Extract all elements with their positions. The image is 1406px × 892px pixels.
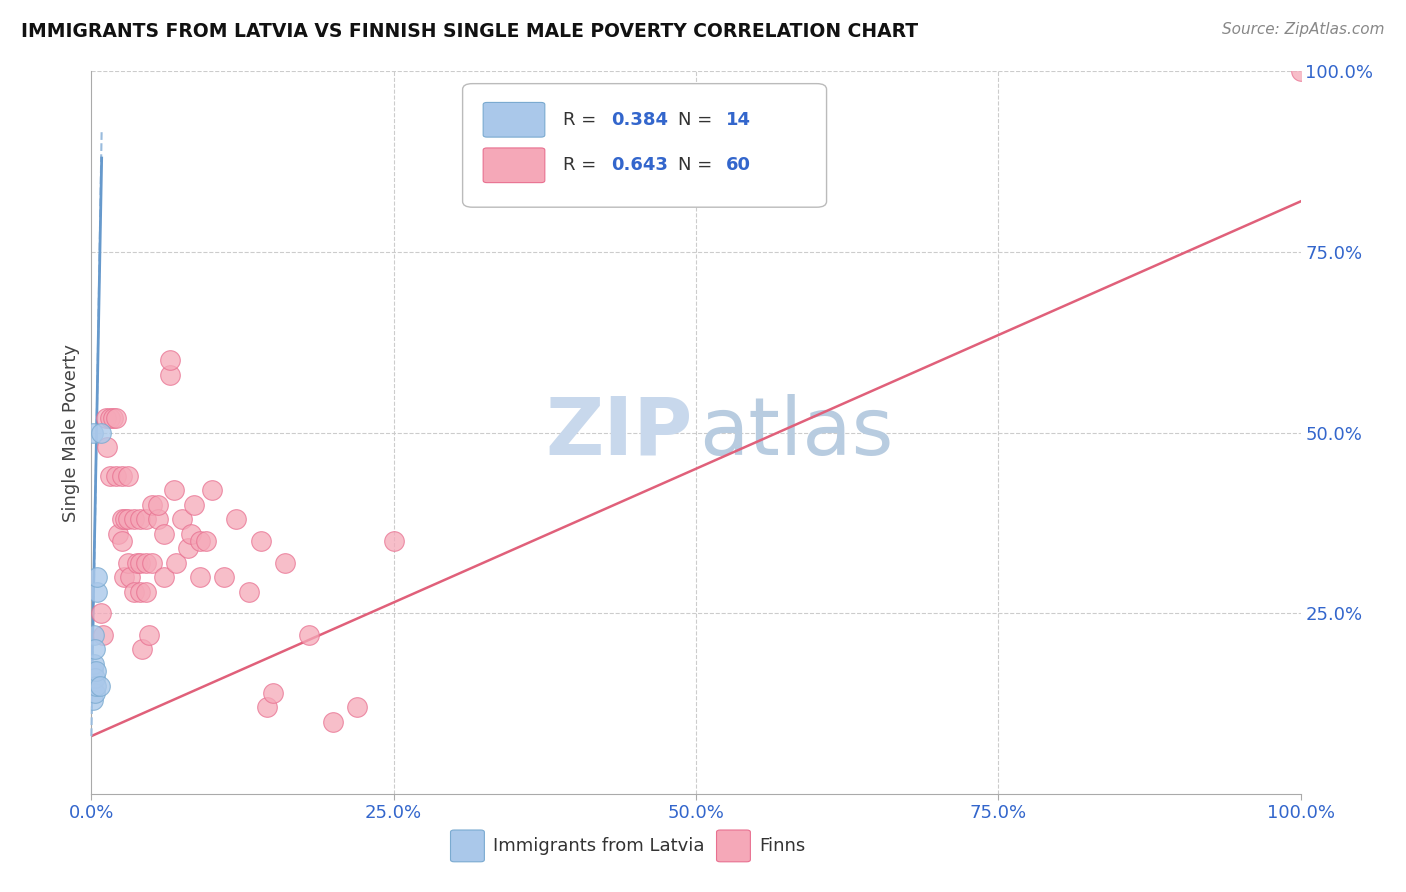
Point xyxy=(135,512,157,526)
FancyBboxPatch shape xyxy=(463,84,827,207)
Point xyxy=(159,353,181,368)
FancyBboxPatch shape xyxy=(717,830,751,862)
Text: IMMIGRANTS FROM LATVIA VS FINNISH SINGLE MALE POVERTY CORRELATION CHART: IMMIGRANTS FROM LATVIA VS FINNISH SINGLE… xyxy=(21,22,918,41)
Point xyxy=(201,483,224,498)
Point xyxy=(262,686,284,700)
Point xyxy=(195,533,218,548)
Point xyxy=(225,512,247,526)
Point xyxy=(112,570,135,584)
Point xyxy=(146,512,169,526)
Point xyxy=(128,556,150,570)
Point xyxy=(214,570,236,584)
Point xyxy=(153,526,176,541)
Point xyxy=(138,628,160,642)
Text: 14: 14 xyxy=(725,111,751,128)
Point xyxy=(188,533,211,548)
Point xyxy=(82,425,104,440)
Point xyxy=(83,657,105,671)
Point xyxy=(111,533,132,548)
Point xyxy=(83,628,105,642)
Point xyxy=(107,526,129,541)
Point xyxy=(128,512,150,526)
Point xyxy=(90,607,112,621)
Point xyxy=(122,512,145,526)
Point xyxy=(94,411,117,425)
Point xyxy=(104,469,127,483)
Point xyxy=(84,671,107,685)
Text: Finns: Finns xyxy=(759,837,806,855)
Point xyxy=(128,584,150,599)
Point xyxy=(127,556,149,570)
Point xyxy=(111,469,132,483)
Point xyxy=(177,541,200,556)
Point xyxy=(117,512,139,526)
Point xyxy=(382,533,405,548)
Point xyxy=(104,411,127,425)
Point xyxy=(96,440,118,454)
Point xyxy=(90,425,112,440)
Point xyxy=(153,570,176,584)
Point xyxy=(298,628,321,642)
Point xyxy=(183,498,205,512)
Text: R =: R = xyxy=(562,156,602,174)
Text: atlas: atlas xyxy=(700,393,894,472)
Point xyxy=(101,411,124,425)
Point xyxy=(172,512,194,526)
Text: 0.384: 0.384 xyxy=(612,111,668,128)
Point xyxy=(274,556,297,570)
Point xyxy=(84,678,107,692)
Point xyxy=(131,642,153,657)
Point xyxy=(238,584,260,599)
Text: Source: ZipAtlas.com: Source: ZipAtlas.com xyxy=(1222,22,1385,37)
Point xyxy=(346,700,368,714)
Point xyxy=(84,686,107,700)
Point xyxy=(322,714,344,729)
FancyBboxPatch shape xyxy=(450,830,484,862)
Point xyxy=(135,556,157,570)
Text: R =: R = xyxy=(562,111,602,128)
Point xyxy=(82,693,104,707)
Point xyxy=(98,411,121,425)
Text: ZIP: ZIP xyxy=(546,393,692,472)
Point xyxy=(89,678,111,692)
Point xyxy=(1289,64,1312,78)
Point xyxy=(141,498,163,512)
Point xyxy=(188,570,211,584)
Point xyxy=(141,556,163,570)
Text: 0.643: 0.643 xyxy=(612,156,668,174)
Text: N =: N = xyxy=(678,111,718,128)
Point xyxy=(180,526,202,541)
Text: N =: N = xyxy=(678,156,718,174)
Point xyxy=(117,469,139,483)
Point xyxy=(86,570,108,584)
Point xyxy=(111,512,132,526)
Point xyxy=(249,533,271,548)
Point xyxy=(256,700,278,714)
Point xyxy=(146,498,169,512)
Y-axis label: Single Male Poverty: Single Male Poverty xyxy=(62,343,80,522)
Point xyxy=(122,584,145,599)
Point xyxy=(120,570,142,584)
Point xyxy=(84,642,107,657)
FancyBboxPatch shape xyxy=(484,103,544,137)
Point xyxy=(82,664,104,678)
Point xyxy=(93,628,115,642)
Point xyxy=(84,664,107,678)
Text: 60: 60 xyxy=(725,156,751,174)
Point xyxy=(159,368,181,382)
Point xyxy=(86,584,108,599)
Point xyxy=(165,556,187,570)
Point xyxy=(98,469,121,483)
Point xyxy=(135,584,157,599)
FancyBboxPatch shape xyxy=(484,148,544,183)
Point xyxy=(162,483,184,498)
Point xyxy=(114,512,136,526)
Point xyxy=(117,556,139,570)
Text: Immigrants from Latvia: Immigrants from Latvia xyxy=(494,837,704,855)
